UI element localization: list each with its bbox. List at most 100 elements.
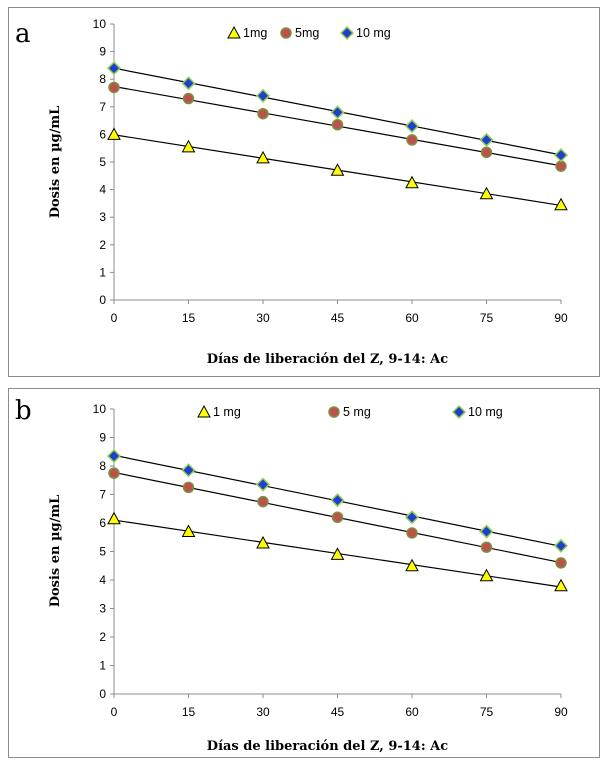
data-point-10mg — [181, 463, 196, 478]
y-axis-title: Dosis en µg/mL — [48, 106, 63, 219]
data-point-1mg — [107, 127, 121, 140]
data-point-10mg — [553, 148, 569, 163]
panel-letter: b — [15, 396, 32, 426]
legend-marker-5mg — [280, 27, 292, 39]
data-point-10mg — [181, 76, 196, 91]
x-tick-label: 60 — [405, 311, 419, 325]
y-tick-label: 10 — [93, 402, 107, 416]
y-tick-label: 6 — [99, 127, 106, 141]
data-point-10mg — [404, 119, 420, 134]
data-point-5mg — [555, 557, 567, 569]
data-point-5mg — [480, 146, 493, 159]
legend-label-5mg: 5mg — [295, 26, 319, 40]
data-point-5mg — [480, 541, 493, 553]
legend-entry-10mg: 10 mg — [451, 404, 503, 420]
data-point-1mg — [405, 558, 419, 572]
y-tick-label: 7 — [99, 488, 106, 502]
y-tick-label: 3 — [99, 210, 106, 224]
data-point-5mg — [108, 467, 120, 479]
x-tick-label: 0 — [111, 311, 118, 325]
series-10mg — [106, 61, 569, 163]
legend-label-10mg: 10 mg — [356, 26, 391, 40]
y-tick-label: 3 — [99, 602, 106, 616]
y-tick-label: 9 — [99, 45, 106, 59]
legend-label-5mg: 5 mg — [343, 405, 371, 419]
x-tick-label: 30 — [256, 705, 270, 719]
series-1mg — [107, 511, 568, 592]
panel-letter: a — [15, 19, 31, 49]
data-point-1mg — [330, 547, 345, 560]
data-point-1mg — [330, 163, 345, 176]
data-point-10mg — [479, 132, 494, 147]
y-tick-label: 10 — [93, 17, 107, 31]
data-point-5mg — [331, 118, 344, 131]
data-point-10mg — [106, 61, 122, 76]
data-point-10mg — [255, 88, 271, 103]
legend-label-10mg: 10 mg — [468, 405, 503, 419]
series-5mg — [108, 81, 567, 172]
data-point-1mg — [107, 511, 121, 525]
y-tick-label: 4 — [99, 183, 106, 197]
series-1mg — [107, 127, 568, 211]
legend-marker-1mg — [227, 25, 241, 39]
y-tick-label: 1 — [99, 265, 106, 279]
y-tick-label: 5 — [99, 155, 106, 169]
legend-marker-5mg — [328, 406, 340, 418]
data-point-10mg — [255, 477, 271, 492]
data-point-5mg — [555, 160, 567, 172]
x-axis-title: Días de liberación del Z, 9-14: Ac — [207, 352, 448, 367]
y-tick-label: 1 — [99, 659, 106, 673]
data-point-1mg — [405, 175, 419, 189]
y-axis-title: Dosis en µg/mL — [48, 495, 63, 608]
y-tick-label: 7 — [99, 100, 106, 114]
series-5mg — [108, 467, 567, 569]
legend-marker-1mg — [197, 404, 211, 418]
y-tick-label: 2 — [99, 630, 106, 644]
data-point-10mg — [106, 448, 122, 464]
y-tick-label: 2 — [99, 238, 106, 252]
data-point-10mg — [553, 538, 569, 553]
data-point-10mg — [404, 510, 420, 525]
x-tick-label: 0 — [111, 705, 118, 719]
x-tick-label: 90 — [554, 311, 568, 325]
legend-marker-10mg — [451, 404, 467, 420]
chart-panel-b: b 0 1 2 3 4 5 6 7 8 9 10 0 15 30 45 60 75 90 Días de libera… — [8, 388, 600, 758]
legend-entry-1mg: 1 mg — [197, 404, 241, 419]
legend-marker-10mg — [339, 25, 355, 41]
x-axis-title: Días de liberación del Z, 9-14: Ac — [207, 739, 448, 754]
series-10mg — [106, 448, 569, 553]
legend-entry-1mg: 1mg — [227, 25, 267, 40]
x-tick-label: 15 — [182, 705, 196, 719]
y-tick-label: 9 — [99, 431, 106, 445]
x-tick-label: 90 — [554, 705, 568, 719]
y-tick-label: 8 — [99, 72, 106, 86]
data-point-5mg — [182, 92, 195, 105]
data-point-1mg — [479, 568, 494, 582]
y-tick-label: 6 — [99, 516, 106, 530]
legend-entry-10mg: 10 mg — [339, 25, 391, 41]
data-point-5mg — [406, 134, 418, 146]
y-tick-label: 0 — [99, 293, 106, 307]
data-point-10mg — [330, 493, 345, 508]
data-point-1mg — [554, 578, 568, 592]
data-point-1mg — [479, 186, 494, 200]
chart-panel-a: a 0 1 2 3 4 5 6 7 8 9 10 0 15 30 45 60 75 90 Días de libera… — [8, 7, 600, 377]
x-tick-label: 75 — [480, 705, 494, 719]
data-point-5mg — [406, 527, 418, 539]
y-tick-label: 5 — [99, 545, 106, 559]
legend-label-1mg: 1mg — [243, 26, 267, 40]
data-point-5mg — [108, 81, 120, 94]
x-tick-label: 75 — [480, 311, 494, 325]
x-tick-label: 15 — [182, 311, 196, 325]
x-tick-label: 45 — [331, 311, 345, 325]
data-point-10mg — [479, 524, 494, 539]
data-point-1mg — [256, 535, 270, 549]
data-point-10mg — [330, 105, 345, 120]
y-tick-label: 4 — [99, 573, 106, 587]
legend-label-1mg: 1 mg — [213, 405, 241, 419]
x-tick-label: 60 — [405, 705, 419, 719]
y-tick-label: 0 — [99, 687, 106, 701]
x-tick-label: 30 — [256, 311, 270, 325]
